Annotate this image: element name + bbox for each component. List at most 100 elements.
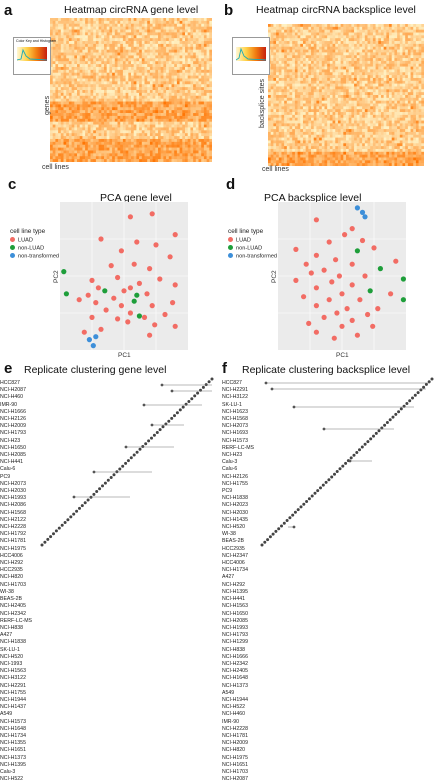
- pca-backsplice-ylabel: PC2: [271, 270, 278, 283]
- cell-line-label: NCI-H1703: [222, 769, 254, 776]
- cell-line-label: NCI-H2085: [222, 618, 254, 625]
- pca-point: [327, 297, 332, 302]
- cell-line-label: NCI-H820: [222, 747, 254, 754]
- pca-point: [329, 279, 334, 284]
- cell-line-label: NCI-H1792: [0, 531, 32, 538]
- replicate-node: [300, 505, 303, 508]
- cell-line-label: NCI-H1395: [222, 589, 254, 596]
- replicate-node: [107, 479, 110, 482]
- cell-line-label: Calu-6: [0, 466, 32, 473]
- pca-point: [371, 245, 376, 250]
- cell-line-label: NCI-H2291: [222, 387, 254, 394]
- cell-line-label: HCC827: [222, 380, 254, 387]
- pca-point: [77, 297, 82, 302]
- replicate-node: [383, 424, 386, 427]
- pca-point: [337, 273, 342, 278]
- pca-point: [111, 296, 116, 301]
- pca-point: [345, 306, 350, 311]
- replicate-node: [72, 513, 75, 516]
- replicate-node: [98, 487, 101, 490]
- pca-backsplice-plot: [278, 202, 406, 350]
- pca-point: [109, 263, 114, 268]
- pca-point: [119, 303, 124, 308]
- nonluad-swatch: [228, 245, 233, 250]
- replicate-node: [344, 462, 347, 465]
- cell-line-label: A427: [222, 574, 254, 581]
- cell-line-label: NCI-H1650: [0, 445, 32, 452]
- replicate-node: [323, 428, 326, 431]
- cell-line-label: Calu-3: [0, 769, 32, 776]
- heatmap-gene-ylabel: genes: [44, 96, 51, 115]
- pca-point: [153, 242, 158, 247]
- heatmap-backsplice-ylabel: backsplice sites: [259, 79, 266, 128]
- replicate-node: [283, 522, 286, 525]
- pca-point: [388, 291, 393, 296]
- replicate-node: [417, 391, 420, 394]
- replicate-node: [325, 481, 328, 484]
- cell-line-label: NCI-H1373: [0, 755, 32, 762]
- replicate-node: [66, 518, 69, 521]
- pca-point: [87, 337, 92, 342]
- cell-line-label: NCI-H1838: [222, 495, 254, 502]
- replicate-node: [294, 511, 297, 514]
- replicate-node: [104, 482, 107, 485]
- pca-point: [98, 327, 103, 332]
- cell-line-label: HCC4006: [222, 560, 254, 567]
- cell-line-label: WI-38: [222, 531, 254, 538]
- replicate-node: [364, 443, 367, 446]
- replicate-node: [355, 451, 358, 454]
- replicate-node: [291, 514, 294, 517]
- pca-point: [360, 210, 365, 215]
- cell-line-label: RERF-LC-MS: [222, 445, 254, 452]
- pca-point: [91, 343, 96, 348]
- replicate-node: [93, 471, 96, 474]
- replicate-node: [358, 448, 361, 451]
- pca-point: [93, 300, 98, 305]
- heatmap-gene-level: [50, 18, 212, 162]
- pca-point: [134, 239, 139, 244]
- cell-line-label: NCI-H2228: [222, 726, 254, 733]
- cell-line-label: NCI-H522: [222, 704, 254, 711]
- cell-line-label: NCI-H1563: [222, 603, 254, 610]
- cell-line-label: NCI-H1666: [0, 409, 32, 416]
- replicate-node: [305, 500, 308, 503]
- replicate-node: [84, 501, 87, 504]
- pca-point: [104, 307, 109, 312]
- cell-line-label: NCI-H1648: [0, 726, 32, 733]
- replicate-node: [293, 406, 296, 409]
- pca-point: [339, 324, 344, 329]
- cell-line-label: NCI-H1651: [0, 747, 32, 754]
- replicate-node: [378, 429, 381, 432]
- pca-point: [293, 278, 298, 283]
- replicate-node: [43, 541, 46, 544]
- replicate-node: [190, 397, 193, 400]
- cell-line-label: A549: [222, 690, 254, 697]
- replicate-node: [176, 411, 179, 414]
- replicate-gene-dendrogram: [34, 377, 216, 547]
- pca-point: [142, 315, 147, 320]
- pca-point: [355, 205, 360, 210]
- replicate-node: [314, 492, 317, 495]
- replicate-node: [87, 499, 90, 502]
- pca-point: [144, 291, 149, 296]
- replicate-node: [69, 515, 72, 518]
- pca-point: [121, 288, 126, 293]
- cell-line-label: NCI-H522: [0, 776, 32, 783]
- replicate-node: [431, 378, 434, 381]
- pca-point: [334, 310, 339, 315]
- pca-point: [61, 269, 66, 274]
- replicate-node: [405, 402, 408, 405]
- replicate-node: [156, 431, 159, 434]
- pca-point: [322, 315, 327, 320]
- nontrans-swatch: [228, 253, 233, 258]
- replicate-node: [372, 435, 375, 438]
- replicate-node: [182, 406, 185, 409]
- cell-line-label: NCI-H2405: [222, 668, 254, 675]
- replicate-node: [269, 535, 272, 538]
- cell-line-label: NCI-H441: [222, 596, 254, 603]
- pca-point: [339, 291, 344, 296]
- replicate-node: [118, 468, 121, 471]
- replicate-node: [193, 394, 196, 397]
- pca-point: [314, 330, 319, 335]
